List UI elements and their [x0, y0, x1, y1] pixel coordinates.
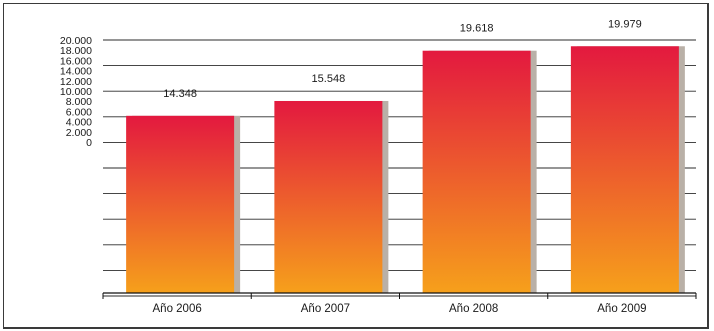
- data-label: 19.979: [608, 18, 642, 30]
- bar: [126, 116, 234, 293]
- data-labels: 14.348 15.548 19.618 19.979: [163, 18, 641, 100]
- data-label: 14.348: [163, 88, 197, 100]
- y-tick-labels: 20.00018.00016.00014.00012.00010.0008.00…: [60, 35, 92, 149]
- category-labels: Año 2006 Año 2007 Año 2008 Año 2009: [153, 303, 647, 315]
- category-label: Año 2008: [449, 303, 498, 315]
- bar: [274, 101, 382, 293]
- category-label: Año 2007: [301, 303, 350, 315]
- category-label: Año 2009: [597, 303, 646, 315]
- bars: [126, 46, 685, 293]
- bar: [423, 51, 531, 293]
- bar: [571, 46, 679, 293]
- data-label: 15.548: [312, 73, 346, 85]
- category-label: Año 2006: [153, 303, 202, 315]
- data-label: 19.618: [460, 23, 494, 35]
- y-tick-label: 0: [86, 137, 92, 149]
